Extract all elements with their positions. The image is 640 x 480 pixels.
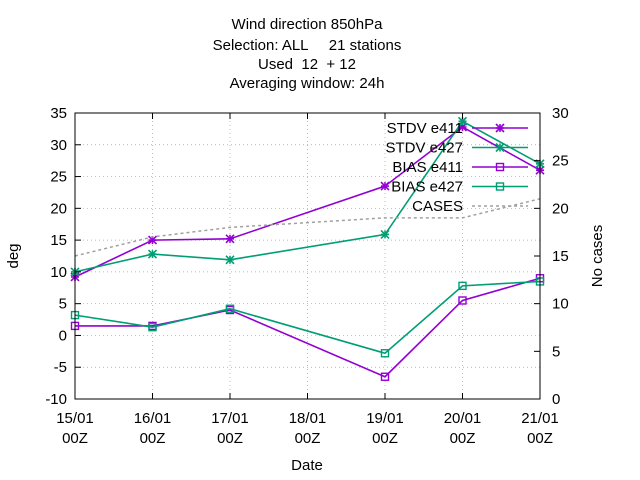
- legend-label-stdv-e411: STDV e411: [387, 120, 463, 137]
- x-tick-label-date: 16/01: [134, 410, 172, 427]
- x-tick-label-hour: 00Z: [527, 430, 553, 447]
- data-point-bias-e411: [380, 372, 390, 381]
- y-tick-label: 20: [50, 200, 67, 217]
- x-tick-label-date: 21/01: [521, 410, 559, 427]
- legend-label-cases: CASES: [412, 198, 463, 215]
- x-tick-label-date: 15/01: [56, 410, 94, 427]
- data-point-stdv-e427: [380, 229, 390, 239]
- y2-tick-label: 20: [552, 200, 569, 217]
- y-tick-label: 0: [59, 327, 67, 344]
- data-point-stdv-e411: [225, 234, 235, 244]
- y-tick-label: 30: [50, 137, 67, 154]
- y-axis-label: deg: [5, 243, 22, 268]
- series-line-stdv-e411: [74, 126, 541, 278]
- data-point-bias-e427: [458, 281, 467, 291]
- x-axis-label: Date: [291, 457, 323, 474]
- x-tick-label-hour: 00Z: [372, 430, 398, 447]
- series-line-cases: [74, 198, 541, 257]
- axis-ticks: -10 -5 0 5 10 15 20 25 30 35 0 5 10 15 20 25 30 15/01 00Z 1…: [45, 105, 568, 447]
- x-tick-label-date: 17/01: [211, 410, 249, 427]
- chart-title-line-1: Wind direction 850hPa: [231, 16, 383, 33]
- legend-label-stdv-e427: STDV e427: [385, 140, 463, 157]
- data-point-bias-e411: [458, 296, 467, 305]
- data-point-stdv-e411: [380, 181, 390, 191]
- y-tick-label: 10: [50, 264, 67, 281]
- data-point-stdv-e427: [225, 255, 235, 265]
- data-point-bias-e427: [380, 349, 390, 358]
- grid-lines: [75, 113, 540, 399]
- y-tick-label: 35: [50, 105, 67, 122]
- data-point-bias-e427: [148, 322, 157, 332]
- chart-title-line-3: Used 12 + 12: [258, 56, 356, 73]
- series-layer: [70, 116, 545, 381]
- y2-axis-label: No cases: [589, 225, 606, 288]
- y-tick-label: 5: [59, 296, 67, 313]
- chart-title-line-4: Averaging window: 24h: [229, 75, 385, 92]
- y2-tick-label: 10: [552, 296, 569, 313]
- legend-label-bias-e411: BIAS e411: [392, 159, 463, 176]
- x-tick-label-hour: 00Z: [450, 430, 476, 447]
- chart-title-line-2: Selection: ALL 21 stations: [212, 37, 402, 54]
- y2-tick-label: 25: [552, 153, 569, 170]
- y-tick-label: 25: [50, 169, 67, 186]
- x-tick-label-date: 18/01: [289, 410, 327, 427]
- legend-marker-stdv-e411: [495, 123, 505, 133]
- x-tick-label-date: 19/01: [366, 410, 404, 427]
- series-bias-e411: [70, 274, 545, 381]
- x-tick-label-hour: 00Z: [140, 430, 166, 447]
- x-tick-label-hour: 00Z: [295, 430, 321, 447]
- x-tick-label-date: 20/01: [444, 410, 482, 427]
- y2-tick-label: 30: [552, 105, 569, 122]
- y-tick-label: -10: [45, 391, 67, 408]
- legend-label-bias-e427: BIAS e427: [391, 179, 463, 196]
- data-point-stdv-e427: [147, 249, 158, 259]
- series-cases: [74, 198, 541, 257]
- legend-marker-bias-e427: [495, 182, 505, 191]
- y-tick-label: 15: [50, 232, 67, 249]
- series-line-bias-e427: [74, 280, 541, 355]
- y2-tick-label: 5: [552, 343, 560, 360]
- x-tick-label-hour: 00Z: [62, 430, 88, 447]
- y2-tick-label: 15: [552, 248, 569, 265]
- legend-marker-bias-e411: [495, 162, 505, 172]
- x-tick-label-hour: 00Z: [217, 430, 243, 447]
- y-tick-label: -5: [54, 359, 67, 376]
- legend: STDV e411 STDV e427 BIAS e411 BIAS e427 CASE…: [385, 120, 528, 215]
- legend-marker-stdv-e427: [495, 142, 505, 153]
- y2-tick-label: 0: [552, 391, 560, 408]
- data-point-stdv-e427: [457, 116, 468, 126]
- data-point-bias-e427: [225, 304, 235, 313]
